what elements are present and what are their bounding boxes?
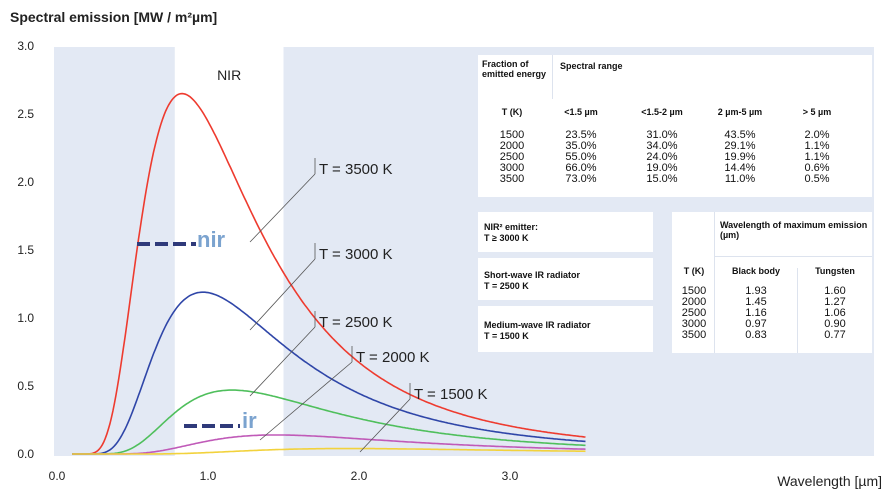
fraction-cell: 43.5% (724, 129, 756, 141)
t-header: T (K) (683, 266, 705, 276)
x-tick-label: 0.0 (49, 469, 66, 483)
series-line-1500 (72, 447, 586, 455)
fraction-cell: 2500 (499, 151, 525, 163)
wavelength-cell: 1.60 (824, 285, 846, 297)
leader-line (359, 398, 411, 453)
t-header: T (K) (501, 107, 523, 117)
leader-line (249, 326, 316, 397)
wavelength-cell: 1.93 (745, 285, 767, 297)
series-label-3000: T = 3000 K (319, 246, 393, 263)
x-tick-label: 3.0 (502, 469, 519, 483)
leader-line (249, 258, 316, 331)
fraction-cell: 55.0% (565, 151, 597, 163)
emitter-box-nir: NIR² emitter: T ≥ 3000 K (478, 212, 653, 252)
fraction-cell: 11.0% (724, 173, 756, 185)
fraction-cell: 1.1% (804, 140, 830, 152)
series-label-3500: T = 3500 K (319, 161, 393, 178)
series-line-3000 (72, 291, 586, 455)
fraction-header: Fraction of emitted energy (482, 59, 547, 79)
series-label-1500: T = 1500 K (414, 386, 488, 403)
y-tick-label: 0.5 (17, 379, 34, 393)
fraction-cell: 2000 (499, 140, 525, 152)
series-line-2500 (72, 389, 586, 455)
y-tick-label: 2.0 (17, 175, 34, 189)
wavelength-cell: 1.45 (745, 296, 767, 308)
nir-band (174, 47, 284, 456)
x-tick-label: 2.0 (351, 469, 368, 483)
tungsten-header: Tungsten (815, 266, 855, 276)
fraction-cell: 19.9% (724, 151, 756, 163)
y-tick-label: 1.5 (17, 243, 34, 257)
emitter-title: Short-wave IR radiator (484, 270, 581, 280)
wavelength-cell: 0.77 (824, 329, 846, 341)
series-label-2000: T = 2000 K (356, 349, 430, 366)
divider (714, 212, 715, 353)
divider (715, 256, 872, 257)
wavelength-cell: 1500 (681, 285, 707, 297)
emitter-sub: T = 2500 K (484, 281, 529, 291)
fraction-cell: 23.5% (565, 129, 597, 141)
fraction-cell: 73.0% (565, 173, 597, 185)
wavelength-cell: 3000 (681, 318, 707, 330)
series-line-2000 (72, 434, 586, 455)
black-body-header: Black body (731, 266, 780, 276)
nir-annotation: nir (197, 227, 226, 252)
fraction-cell: 3000 (499, 162, 525, 174)
wavelength-cell: 1.27 (824, 296, 846, 308)
y-tick-label: 0.0 (17, 447, 34, 461)
wavelength-cell: 2000 (681, 296, 707, 308)
fraction-cell: 31.0% (646, 129, 678, 141)
range-header-3: 2 µm-5 µm (717, 107, 763, 117)
range-header-4: > 5 µm (802, 107, 832, 117)
fraction-cell: 29.1% (724, 140, 756, 152)
nir-band-label: NIR (217, 67, 241, 83)
fraction-cell: 1.1% (804, 151, 830, 163)
wavelength-cell: 2500 (681, 307, 707, 319)
wavelength-cell: 0.97 (745, 318, 767, 330)
wavelength-cell: 1.06 (824, 307, 846, 319)
emitter-box-shortwave: Short-wave IR radiator T = 2500 K (478, 258, 653, 300)
chart-title: Spectral emission [MW / m²µm] (10, 9, 217, 25)
range-header-2: <1.5-2 µm (641, 107, 683, 117)
fraction-cell: 2.0% (804, 129, 830, 141)
y-tick-label: 2.5 (17, 107, 34, 121)
y-tick-label: 3.0 (17, 39, 34, 53)
range-header-1: <1.5 µm (564, 107, 598, 117)
fraction-cell: 66.0% (565, 162, 597, 174)
wavelength-cell: 0.90 (824, 318, 846, 330)
fraction-cell: 14.4% (724, 162, 756, 174)
fraction-cell: 1500 (499, 129, 525, 141)
series-line-3500 (72, 92, 586, 455)
fraction-cell: 3500 (499, 173, 525, 185)
wavelength-cell: 0.83 (745, 329, 767, 341)
emitter-sub: T ≥ 3000 K (484, 233, 529, 243)
divider (552, 55, 553, 99)
emitter-box-mediumwave: Medium-wave IR radiator T = 1500 K (478, 306, 653, 352)
wavelength-cell: 1.16 (745, 307, 767, 319)
emitter-title: Medium-wave IR radiator (484, 320, 591, 330)
leader-line (259, 361, 353, 441)
x-tick-label: 1.0 (200, 469, 217, 483)
fraction-cell: 0.5% (804, 173, 830, 185)
wavelength-cell: 3500 (681, 329, 707, 341)
fraction-cell: 19.0% (646, 162, 678, 174)
x-axis-label: Wavelength [µm] (777, 473, 882, 489)
emitter-title: NIR² emitter: (484, 222, 539, 232)
divider (797, 268, 798, 353)
wavelength-table: Wavelength of maximum emission (µm) T (K… (672, 212, 872, 353)
fraction-cell: 15.0% (646, 173, 678, 185)
series-label-2500: T = 2500 K (319, 314, 393, 331)
fraction-cell: 24.0% (646, 151, 678, 163)
ir-annotation: ir (242, 408, 257, 433)
leader-line (249, 173, 316, 243)
fraction-table: Fraction of emitted energy Spectral rang… (478, 55, 872, 197)
y-tick-label: 1.0 (17, 311, 34, 325)
emitter-sub: T = 1500 K (484, 331, 529, 341)
spectral-range-header: Spectral range (560, 61, 623, 71)
fraction-cell: 0.6% (804, 162, 830, 174)
fraction-cell: 34.0% (646, 140, 678, 152)
wavelength-header: Wavelength of maximum emission (µm) (720, 220, 868, 240)
fraction-cell: 35.0% (565, 140, 597, 152)
